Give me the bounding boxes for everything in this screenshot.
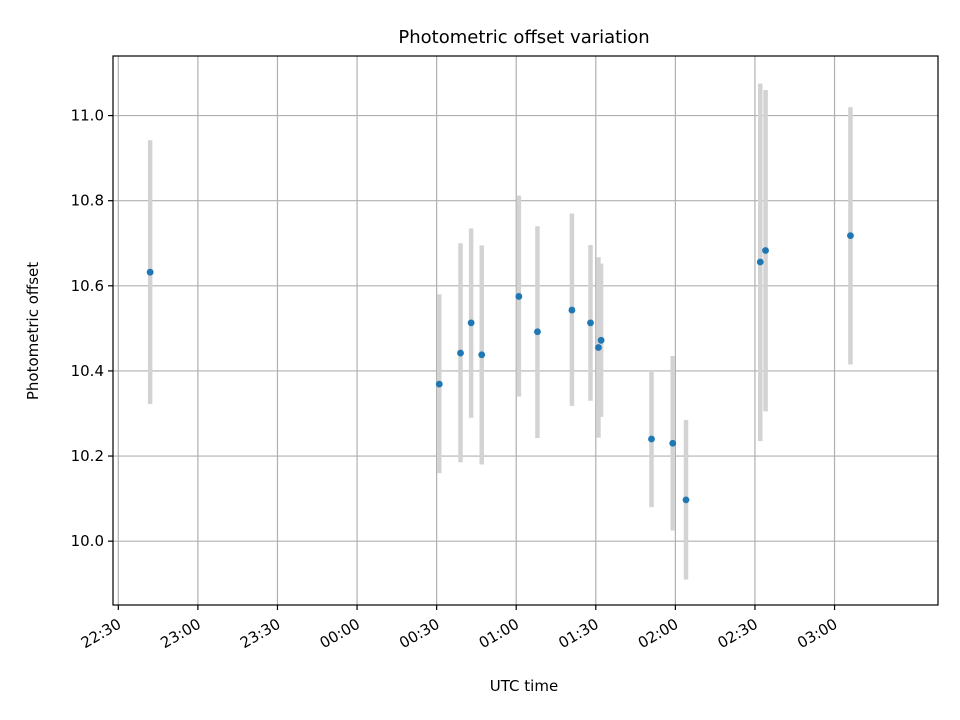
data-point [478, 351, 486, 359]
chart-title: Photometric offset variation [398, 27, 649, 48]
data-point [587, 319, 594, 327]
data-points [146, 232, 854, 504]
y-tick-label: 11.0 [71, 107, 104, 125]
grid-lines [113, 56, 938, 605]
y-tick-label: 10.0 [71, 532, 104, 550]
data-point [682, 496, 690, 504]
x-axis-title: UTC time [490, 677, 558, 695]
data-point [597, 336, 605, 344]
data-point [467, 319, 475, 327]
data-point [457, 349, 464, 357]
data-point [648, 435, 655, 443]
data-point [146, 268, 154, 276]
y-tick-label: 10.2 [71, 447, 104, 465]
data-point [847, 232, 854, 239]
y-tick-label: 10.8 [71, 192, 104, 210]
data-point [515, 293, 523, 300]
data-point [568, 306, 576, 314]
data-point [762, 247, 769, 254]
data-point [756, 258, 764, 266]
data-point [595, 344, 602, 351]
data-point [534, 328, 541, 336]
y-tick-label: 10.4 [71, 362, 104, 380]
plot-frame [112, 55, 939, 606]
data-point [669, 439, 677, 447]
y-axis-ticks: 10.0 10.2 10.4 10.6 10.8 11.0 [71, 107, 113, 550]
y-tick-label: 10.6 [71, 277, 104, 295]
y-axis-title: Photometric offset [24, 262, 42, 400]
data-point [435, 380, 443, 388]
